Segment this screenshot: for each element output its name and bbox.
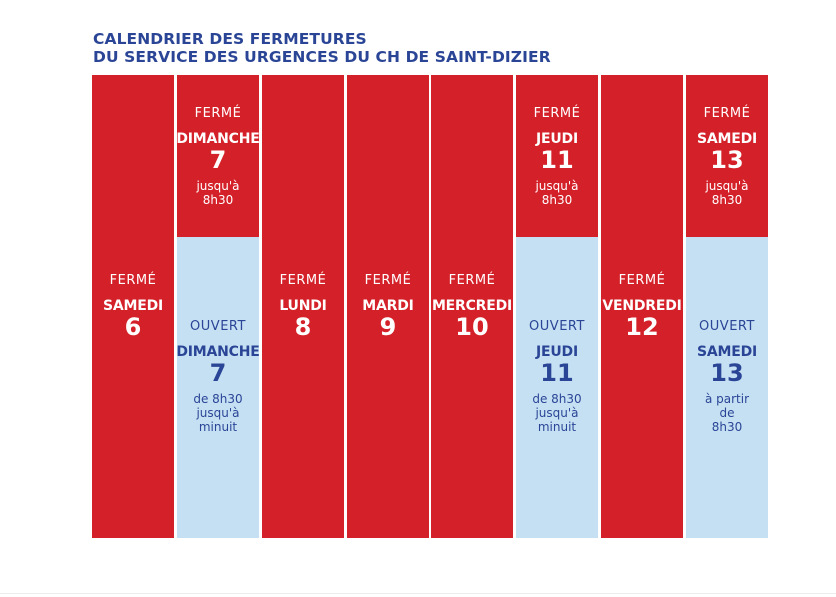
hours-note: jusqu'à 8h30 (535, 179, 578, 207)
page-title: CALENDRIER DES FERMETURES DU SERVICE DES… (93, 30, 551, 66)
open-day-cell: OUVERT JEUDI 11 de 8h30 jusqu'à minuit (516, 237, 598, 538)
calendar-column: FERMÉ VENDREDI 12 (601, 75, 683, 538)
day-name: MERCREDI (431, 298, 513, 314)
title-line-2: DU SERVICE DES URGENCES DU CH DE SAINT-D… (93, 48, 551, 66)
day-number: 11 (540, 359, 574, 387)
closed-day-cell: FERMÉ VENDREDI 12 (601, 75, 683, 538)
hours-note-line: 8h30 (711, 192, 743, 207)
hours-note-line: jusqu'à (535, 406, 579, 420)
day-name: MARDI (362, 298, 414, 314)
closed-day-cell: FERMÉ LUNDI 8 (262, 75, 344, 538)
day-name: DIMANCHE (176, 130, 260, 147)
hours-note-line: 8h30 (711, 420, 743, 434)
day-number: 11 (540, 145, 574, 174)
closed-day-cell: FERMÉ JEUDI 11 jusqu'à 8h30 (516, 75, 598, 237)
open-day-cell: OUVERT DIMANCHE 7 de 8h30 jusqu'à minuit (176, 237, 260, 538)
closed-day-cell: FERMÉ MARDI 9 (347, 75, 429, 538)
hours-note-line: 8h30 (202, 192, 234, 207)
calendar-column: FERMÉ DIMANCHE 7 jusqu'à 8h30 OUVERT DIMANCHE 7… (176, 75, 260, 538)
day-number: 6 (124, 313, 142, 341)
hours-note-line: minuit (537, 420, 577, 434)
hours-note-line: jusqu'à (196, 406, 240, 420)
calendar-column: FERMÉ JEUDI 11 jusqu'à 8h30 OUVERT JEUDI 11 de 8… (516, 75, 598, 538)
calendar-column: FERMÉ LUNDI 8 (262, 75, 344, 538)
status-label: FERMÉ (364, 273, 412, 288)
day-number: 13 (710, 145, 744, 174)
divider (0, 593, 836, 594)
day-number: 10 (455, 313, 489, 341)
hours-note: de 8h30 jusqu'à minuit (193, 392, 242, 434)
closure-calendar: FERMÉ SAMEDI 6 FERMÉ DIMANCHE 7 jusqu'à 8h30 OUV… (92, 75, 768, 538)
day-name: SAMEDI (696, 130, 758, 147)
day-name: LUNDI (279, 298, 327, 314)
hours-note-line: de 8h30 (193, 392, 243, 406)
hours-note: à partir de 8h30 (705, 392, 749, 434)
day-name: JEUDI (536, 130, 578, 147)
closed-day-cell: FERMÉ DIMANCHE 7 jusqu'à 8h30 (176, 75, 260, 237)
hours-note-line: jusqu'à (196, 178, 240, 193)
status-label: OUVERT (190, 319, 246, 334)
open-day-cell: OUVERT SAMEDI 13 à partir de 8h30 (686, 237, 768, 538)
status-label: OUVERT (699, 319, 755, 334)
day-name: DIMANCHE (176, 344, 260, 360)
day-number: 8 (294, 313, 312, 341)
hours-note-line: 8h30 (541, 192, 573, 207)
calendar-column: FERMÉ SAMEDI 6 (92, 75, 174, 538)
day-name: SAMEDI (102, 298, 164, 314)
calendar-column: FERMÉ SAMEDI 13 jusqu'à 8h30 OUVERT SAMEDI 13 à … (686, 75, 768, 538)
status-label: FERMÉ (279, 273, 327, 288)
calendar-column: FERMÉ MERCREDI 10 (431, 75, 513, 538)
hours-note-line: à partir (704, 392, 750, 406)
day-number: 12 (625, 313, 659, 341)
status-label: FERMÉ (109, 273, 157, 288)
status-label: FERMÉ (618, 273, 666, 288)
closed-day-cell: FERMÉ SAMEDI 13 jusqu'à 8h30 (686, 75, 768, 237)
calendar-column: FERMÉ MARDI 9 (347, 75, 429, 538)
closed-day-cell: FERMÉ MERCREDI 10 (431, 75, 513, 538)
hours-note-line: de (719, 406, 735, 420)
hours-note-line: de 8h30 (532, 392, 582, 406)
hours-note: jusqu'à 8h30 (705, 179, 748, 207)
day-name: VENDREDI (602, 298, 682, 314)
day-name: SAMEDI (696, 344, 758, 360)
day-number: 13 (710, 359, 744, 387)
title-line-1: CALENDRIER DES FERMETURES (93, 30, 367, 48)
hours-note: jusqu'à 8h30 (196, 179, 239, 207)
hours-note: de 8h30 jusqu'à minuit (532, 392, 581, 434)
status-label: OUVERT (529, 319, 585, 334)
status-label: FERMÉ (448, 273, 496, 288)
day-name: JEUDI (536, 344, 578, 360)
day-number: 9 (379, 313, 397, 341)
status-label: FERMÉ (194, 105, 242, 121)
status-label: FERMÉ (703, 105, 751, 121)
day-number: 7 (209, 359, 227, 387)
hours-note-line: jusqu'à (535, 178, 579, 193)
day-number: 7 (209, 145, 227, 174)
closed-day-cell: FERMÉ SAMEDI 6 (92, 75, 174, 538)
hours-note-line: jusqu'à (705, 178, 749, 193)
hours-note-line: minuit (198, 420, 238, 434)
status-label: FERMÉ (533, 105, 581, 121)
